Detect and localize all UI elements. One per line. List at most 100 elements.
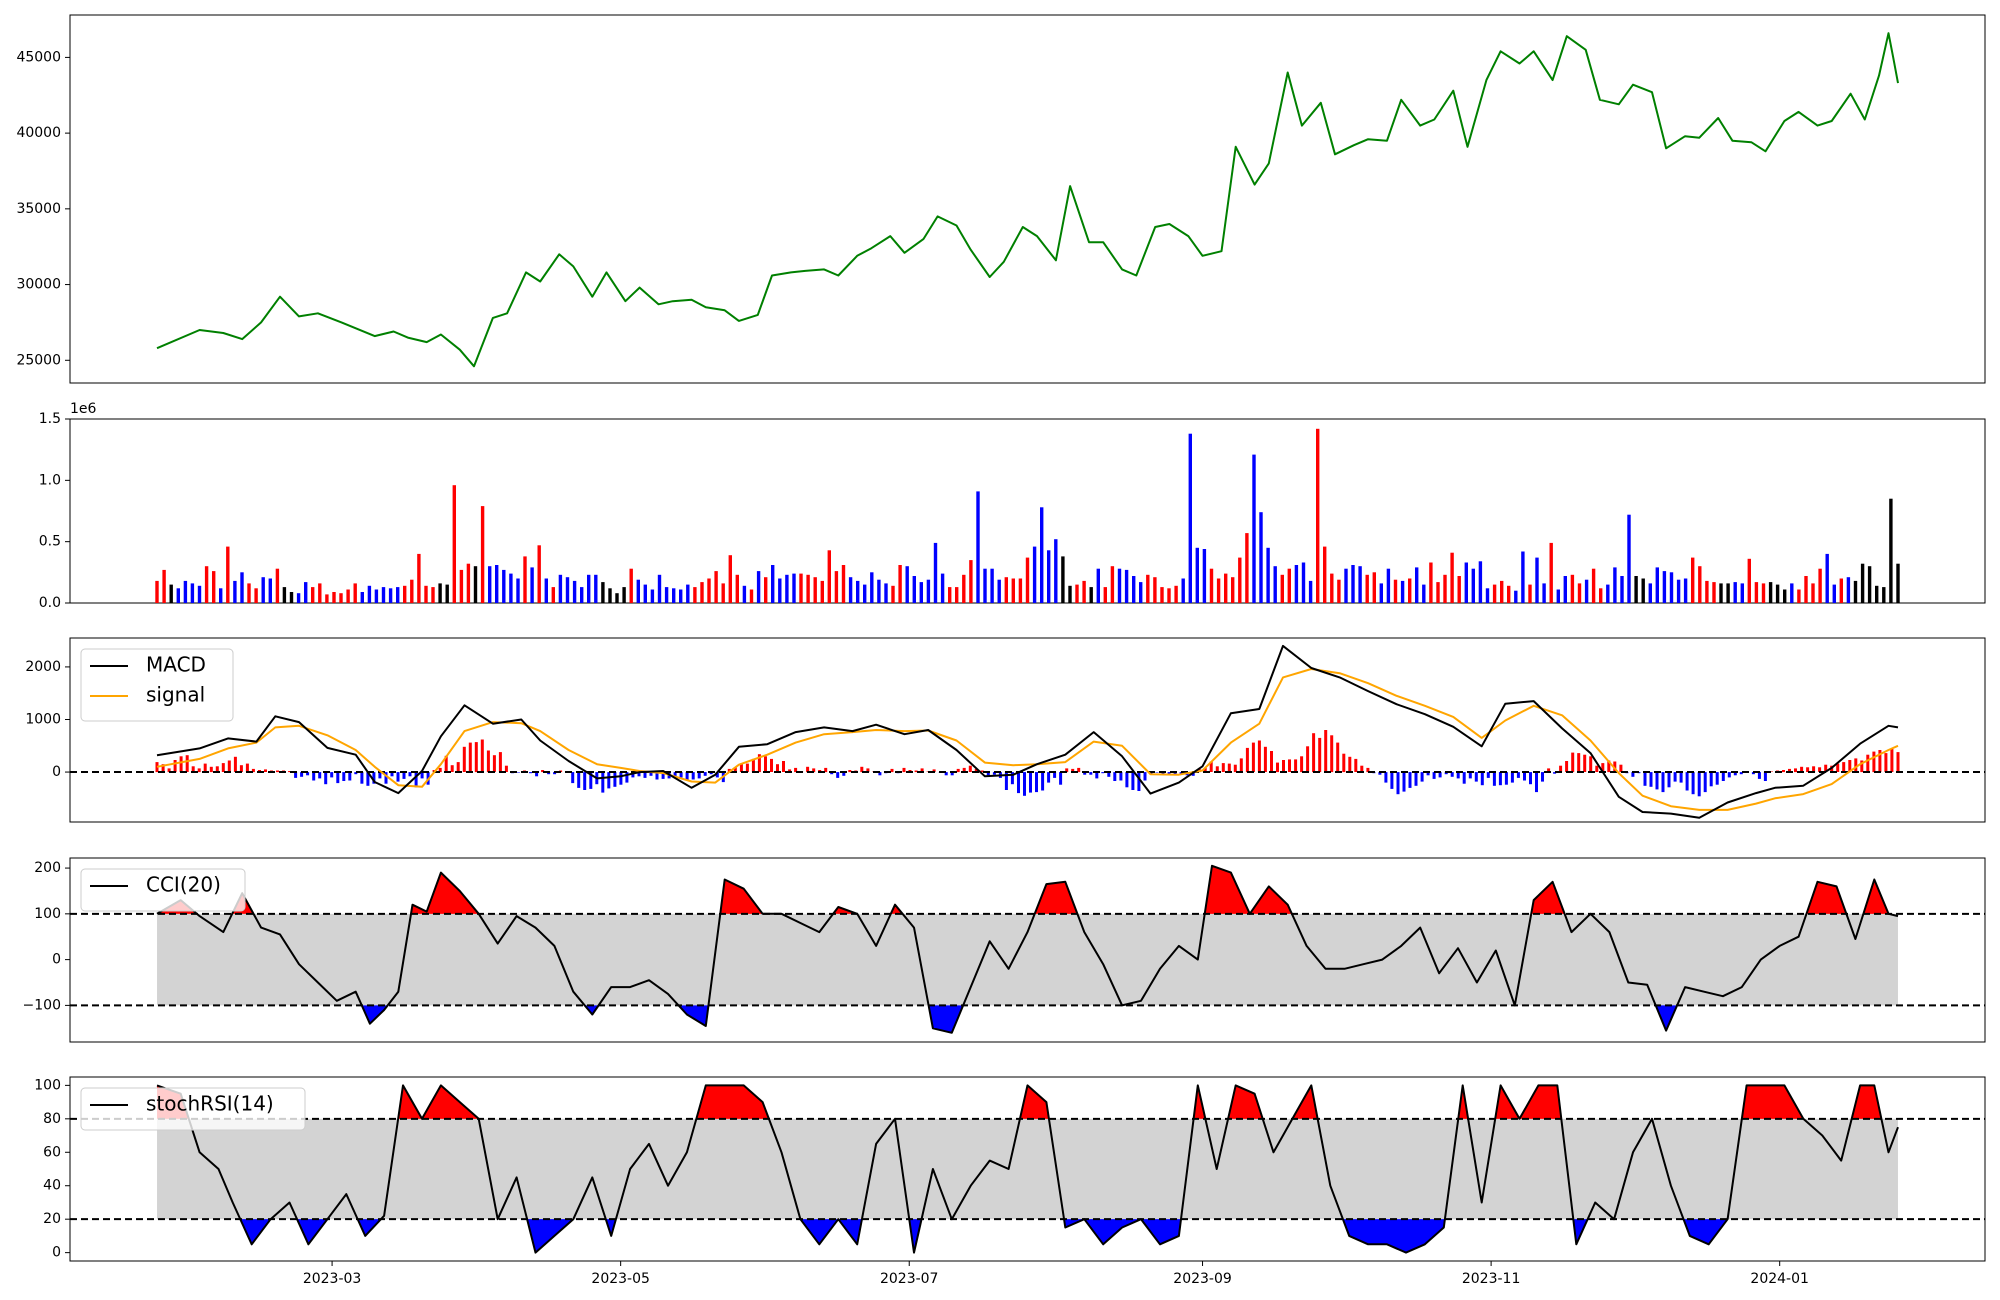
volume-bar	[714, 571, 718, 603]
cci-panel-line	[156, 864, 1899, 1034]
macd-histogram-bar	[1541, 772, 1544, 782]
macd-histogram-bar	[1504, 772, 1508, 785]
volume-bar	[332, 592, 336, 603]
volume-bar	[480, 506, 485, 603]
volume-bar	[1415, 567, 1419, 603]
macd-histogram-bar	[1300, 756, 1304, 773]
macd-histogram-bar	[908, 770, 912, 773]
volume-bar	[1068, 585, 1072, 603]
volume-bar	[1408, 578, 1412, 603]
macd-histogram-bar	[324, 772, 328, 785]
stochrsi-panel-oversold-fill	[240, 1219, 271, 1245]
volume-bar	[948, 587, 952, 603]
volume-bar	[1372, 572, 1376, 603]
volume-bar	[1443, 574, 1447, 603]
volume-bar	[1783, 589, 1787, 603]
stochrsi-panel-oversold-fill	[800, 1219, 839, 1245]
macd-histogram-bar	[866, 768, 870, 773]
macd-histogram-bar	[1890, 748, 1894, 772]
macd-histogram-bar	[1492, 772, 1496, 786]
volume-bar	[396, 587, 400, 603]
stochrsi-panel-neutral-band	[157, 1118, 1898, 1220]
volume-bar	[1775, 584, 1780, 603]
volume-bar	[1386, 568, 1391, 603]
macd-histogram-bar	[1077, 767, 1081, 773]
volume-bar	[424, 585, 428, 603]
volume-bar	[261, 577, 265, 603]
macd-histogram-bar	[1113, 772, 1117, 781]
macd-histogram-bar	[1565, 761, 1569, 772]
price-panel-ytick-label: 30000	[16, 277, 61, 293]
volume-bar	[1464, 562, 1468, 603]
volume-bar	[381, 587, 386, 603]
volume-bar	[325, 594, 329, 603]
volume-bar	[1146, 574, 1150, 603]
volume-bar	[1047, 550, 1051, 603]
cci-panel-oversold-fill	[678, 1005, 709, 1026]
stochrsi-panel-ytick-label: 100	[34, 1077, 61, 1093]
macd-histogram-bar	[1486, 772, 1490, 778]
volume-bar	[1160, 587, 1164, 603]
volume-bar	[240, 572, 244, 603]
volume-bar	[1167, 588, 1171, 603]
macd-histogram-bar	[1251, 742, 1255, 772]
volume-bar	[856, 580, 860, 603]
volume-bar	[183, 580, 188, 603]
macd-histogram-bar	[1282, 760, 1285, 773]
stochrsi-panel-oversold-fill	[1141, 1219, 1181, 1245]
volume-bar	[1867, 566, 1872, 603]
macd-histogram-bar	[1017, 772, 1020, 794]
macd-histogram-bar	[173, 760, 177, 773]
volume-bar	[997, 579, 1001, 603]
volume-bar	[1294, 565, 1299, 603]
macd-histogram-bar	[402, 772, 406, 779]
macd-histogram-bar	[1004, 772, 1008, 790]
macd-histogram-bar	[1306, 746, 1310, 773]
macd-histogram-bar	[541, 770, 545, 773]
volume-bar	[1875, 585, 1879, 603]
volume-bar	[523, 556, 527, 603]
volume-bar	[1040, 507, 1044, 603]
macd-panel-frame	[69, 637, 1986, 823]
volume-bar	[1584, 579, 1589, 603]
macd-histogram-bar	[1318, 737, 1322, 773]
volume-bar	[1860, 563, 1865, 603]
macd-histogram-bar	[1770, 771, 1773, 772]
macd-histogram-bar	[233, 756, 237, 772]
volume-bar	[764, 577, 768, 603]
macd-histogram-bar	[1516, 772, 1520, 778]
volume-bar	[806, 574, 810, 603]
macd-histogram-bar	[1119, 772, 1123, 781]
macd-histogram-bar	[679, 772, 683, 778]
volume-bar	[672, 588, 676, 603]
volume-bar	[721, 583, 725, 603]
volume-bar	[693, 587, 697, 603]
volume-bar	[1570, 574, 1575, 603]
stochrsi-panel-ytick-label: 40	[43, 1178, 61, 1194]
volume-bar	[367, 585, 372, 603]
macd-histogram-bar	[848, 770, 852, 773]
macd-histogram-bar	[360, 772, 364, 784]
volume-bar	[502, 569, 506, 603]
macd-histogram-bar	[1510, 772, 1514, 783]
volume-bar	[1620, 576, 1624, 603]
cci-panel-neutral-band	[157, 913, 1898, 1006]
volume-bar	[1054, 539, 1058, 603]
macd-histogram-bar	[1589, 756, 1593, 773]
volume-bar	[735, 574, 739, 603]
volume-bar	[1436, 582, 1440, 603]
volume-bar	[1344, 568, 1348, 603]
macd-histogram-bar	[215, 766, 219, 773]
macd-histogram-bar	[968, 765, 972, 772]
volume-bar	[1691, 557, 1695, 603]
macd-histogram-bar	[1763, 772, 1767, 781]
macd-histogram-bar	[438, 767, 442, 773]
macd-histogram-bar	[986, 772, 990, 776]
macd-histogram-bar	[1619, 764, 1623, 773]
cci-panel-overbought-fill	[1034, 881, 1078, 914]
volume-bar	[1316, 428, 1320, 603]
macd-histogram-bar	[348, 772, 352, 781]
volume-bar	[870, 572, 874, 603]
